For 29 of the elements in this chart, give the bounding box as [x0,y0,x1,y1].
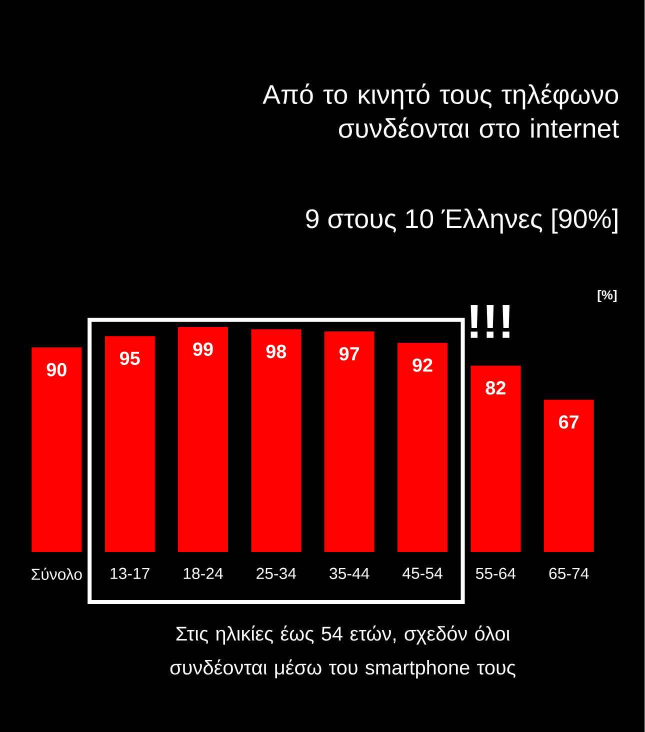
x-tick-label: 65-74 [549,568,589,580]
bar [324,332,374,552]
bar [251,329,302,552]
text: Στις ηλικίες έως 54 ετών, σχεδόν όλοι συνδέονται μέσω του smartphone τους [170,626,516,679]
annotation: !!! [470,304,510,338]
bar [178,327,228,552]
bar [398,342,448,552]
data-label: 82 [486,381,506,395]
chart-title: Από το κινητό τους τηλέφωνο συνδέονται στο internet [262,84,620,138]
chart-subtitle: 9 στους 10 Έλληνες [90%] [306,208,618,234]
x-tick-label: 13-17 [110,568,150,580]
x-tick-label: 18-24 [184,568,224,580]
bar [104,336,155,552]
data-label: 98 [266,344,286,358]
data-label: 67 [559,415,579,429]
x-tick-label: 35-44 [330,568,370,580]
x-tick-label: 55-64 [476,568,516,580]
data-label: 97 [340,347,360,360]
data-label: 99 [193,342,213,356]
data-label: 95 [120,352,140,366]
x-tick-label: 45-54 [402,568,443,579]
bar [32,347,82,552]
bar [544,400,594,552]
x-tick-label: Σύνολο [32,568,82,580]
data-label: 90 [46,362,67,376]
x-tick-label: 25-34 [256,568,296,580]
y-axis-title: [%] [598,290,617,302]
data-label: 92 [412,358,432,372]
bar [470,366,521,552]
